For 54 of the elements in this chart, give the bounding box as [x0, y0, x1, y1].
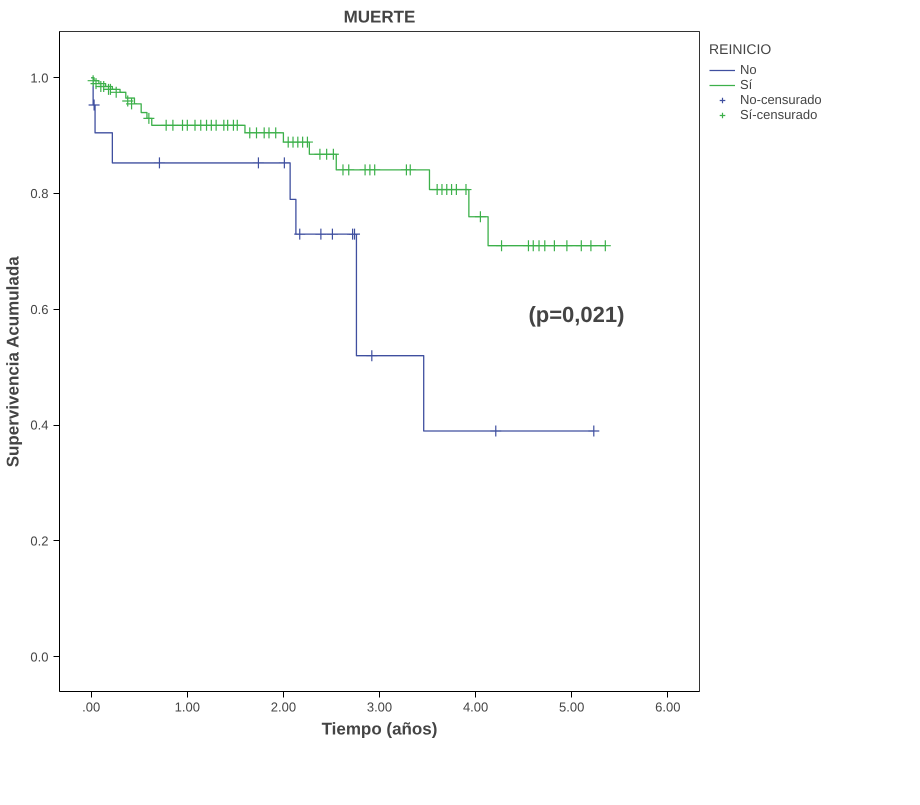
point: [538, 240, 551, 252]
y-tick-label: 1.0: [30, 70, 49, 86]
y-tick-label: 0.8: [30, 186, 49, 202]
point: [548, 240, 560, 252]
point: [560, 240, 573, 252]
y-tick-label: 0.4: [30, 418, 49, 433]
point: [122, 94, 134, 108]
point: [460, 183, 472, 196]
point: [599, 240, 612, 252]
point: [342, 164, 355, 176]
point: [584, 240, 598, 252]
y-axis-title: Supervivencia Acumulada: [3, 256, 22, 468]
point: [474, 210, 486, 223]
point: [125, 98, 138, 110]
point: [166, 119, 179, 132]
legend-label: No-censurado: [740, 92, 822, 107]
point: [110, 86, 122, 98]
y-tick-label: 0.0: [30, 649, 49, 664]
point: [327, 148, 340, 160]
legend-label: Sí-censurado: [740, 107, 818, 122]
x-tick-label: .00: [82, 700, 100, 714]
point: [490, 424, 502, 438]
point: [270, 126, 282, 139]
annotation: (p=0,021): [528, 302, 624, 327]
x-tick-label: 3.00: [366, 700, 392, 714]
point: [404, 164, 416, 176]
x-tick-label: 6.00: [655, 700, 680, 714]
point: [278, 156, 290, 170]
point: [88, 98, 100, 112]
point: [366, 350, 378, 362]
point: [98, 80, 110, 93]
point: [314, 228, 327, 240]
y-tick-label: 0.2: [30, 533, 49, 548]
chart-title: MUERTE: [344, 8, 416, 26]
point: [153, 156, 166, 170]
point: [495, 240, 508, 252]
x-tick-label: 4.00: [462, 700, 488, 714]
legend-title: REINICIO: [709, 41, 772, 57]
point: [252, 156, 265, 170]
x-tick-label: 2.00: [270, 700, 296, 714]
legend-label: No: [740, 62, 758, 77]
point: [326, 228, 339, 240]
x-tick-label: 1.00: [174, 700, 200, 714]
legend-label: Sí: [740, 77, 754, 92]
y-tick-label: 0.6: [30, 302, 49, 317]
point: [231, 119, 244, 132]
x-tick-label: 5.00: [559, 700, 584, 714]
point: [588, 424, 600, 438]
point: [142, 112, 155, 124]
point: [294, 228, 306, 240]
point: [87, 74, 100, 87]
point: [90, 78, 102, 90]
x-axis-title: Tiempo (años): [322, 720, 438, 738]
point: [575, 240, 588, 252]
